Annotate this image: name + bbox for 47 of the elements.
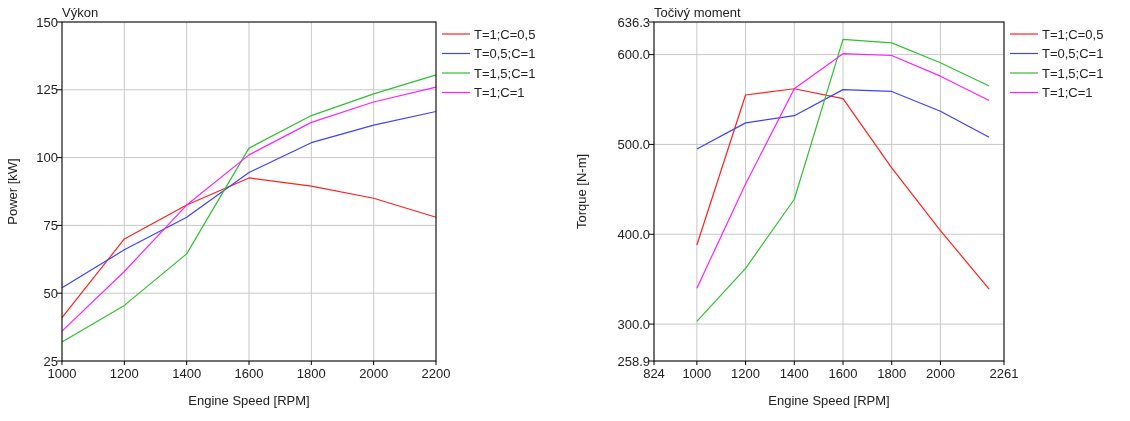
y-tick-label: 500.0 (617, 136, 650, 152)
y-tick-label: 636.3 (617, 14, 650, 30)
x-tick-label: 2261 (989, 366, 1019, 381)
y-tick-label: 25 (43, 353, 58, 369)
x-tick-label: 1600 (234, 366, 264, 381)
y-tick-label: 100 (36, 150, 58, 166)
y-tick-label: 150 (36, 14, 58, 30)
line-series (61, 177, 437, 319)
x-tick-label: 1800 (296, 366, 326, 381)
chart-title: Výkon (62, 5, 99, 20)
y-tick-label: 258.9 (617, 353, 650, 369)
x-tick-label: 1600 (828, 366, 858, 381)
legend-label: T=1;C=1 (474, 85, 525, 101)
legend-label: T=0,5;C=1 (1042, 46, 1104, 62)
legend-label: T=0,5;C=1 (474, 46, 536, 62)
legend-label: T=1;C=0,5 (1042, 26, 1104, 42)
x-tick-label: 1200 (731, 366, 761, 381)
line-series (696, 53, 990, 289)
y-tick-label: 50 (43, 285, 58, 301)
legend-label: T=1,5;C=1 (1042, 65, 1104, 81)
y-tick-label: 75 (43, 217, 58, 233)
line-series (696, 38, 990, 322)
legend-label: T=1;C=1 (1042, 85, 1093, 101)
line-series (696, 88, 990, 290)
legend-label: T=1;C=0,5 (474, 26, 536, 42)
x-tick-label: 1800 (877, 366, 907, 381)
x-tick-label: 1000 (47, 366, 77, 381)
x-axis-title: Engine Speed [RPM] (768, 393, 890, 408)
x-tick-label: 1200 (109, 366, 139, 381)
x-tick-label: 1400 (172, 366, 202, 381)
y-tick-label: 125 (36, 82, 58, 98)
y-tick-label: 400.0 (617, 226, 650, 242)
y-tick-label: 300.0 (617, 316, 650, 332)
line-series (61, 110, 437, 289)
x-tick-label: 2000 (359, 366, 389, 381)
x-tick-label: 2000 (925, 366, 955, 381)
x-tick-label: 1400 (779, 366, 809, 381)
legend-label: T=1,5;C=1 (474, 65, 536, 81)
y-axis-title: Power [kW] (5, 158, 20, 225)
x-tick-label: 1000 (682, 366, 712, 381)
x-tick-label: 824 (643, 366, 665, 381)
x-axis-title: Engine Speed [RPM] (188, 393, 310, 408)
y-tick-label: 600.0 (617, 47, 650, 63)
line-series (696, 89, 990, 150)
chart-title: Točivý moment (654, 5, 742, 20)
x-tick-label: 2200 (421, 366, 451, 381)
y-axis-title: Torque [N-m] (574, 153, 589, 230)
